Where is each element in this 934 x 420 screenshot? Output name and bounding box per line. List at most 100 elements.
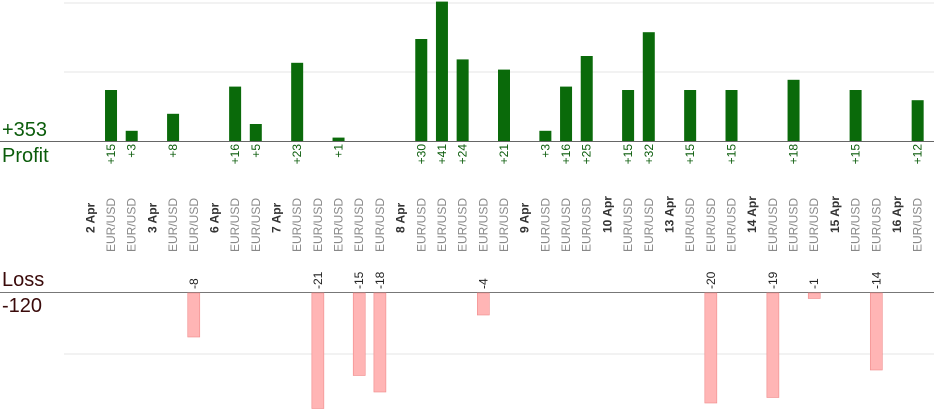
profit-bar: [560, 86, 573, 141]
profit-bar: [849, 90, 862, 141]
profit-bar: [642, 32, 655, 142]
trade-symbol-label: EUR/USD: [787, 198, 801, 252]
date-label: 7 Apr: [269, 202, 283, 233]
trade-symbol-label: EUR/USD: [104, 198, 118, 252]
profit-value-label: +5: [249, 144, 263, 158]
profit-value-label: +3: [125, 144, 139, 158]
date-label: 3 Apr: [145, 202, 159, 233]
loss-bar: [352, 292, 366, 376]
profit-value-label: +25: [580, 144, 594, 165]
date-label: 13 Apr: [662, 196, 676, 233]
profit-bar: [498, 69, 510, 141]
loss-bar: [187, 292, 201, 338]
trade-symbol-label: EUR/USD: [704, 198, 718, 252]
loss-bar: [373, 292, 387, 393]
trade-symbol-label: EUR/USD: [352, 198, 366, 252]
trade-symbol-label: EUR/USD: [683, 198, 697, 252]
loss-value-label: -21: [311, 271, 325, 289]
trade-symbol-label: EUR/USD: [559, 198, 573, 252]
profit-bar: [105, 90, 118, 141]
profit-value-label: +15: [104, 144, 118, 165]
profit-bar: [456, 59, 469, 141]
loss-value-label: -14: [869, 271, 883, 289]
loss-total: -120: [2, 295, 43, 317]
trade-symbol-label: EUR/USD: [849, 198, 863, 252]
profit-bar: [580, 56, 593, 141]
trade-symbol-label: EUR/USD: [332, 198, 346, 252]
date-label: 16 Apr: [890, 196, 904, 233]
loss-value-label: -15: [352, 271, 366, 289]
profit-value-label: +18: [787, 144, 801, 165]
profit-value-label: +15: [725, 144, 739, 165]
profit-bar: [435, 1, 448, 141]
trade-symbol-label: EUR/USD: [456, 198, 470, 252]
profit-value-label: +15: [683, 144, 697, 165]
loss-value-label: -4: [476, 278, 490, 289]
trade-symbol-label: EUR/USD: [621, 198, 635, 252]
trade-symbol-label: EUR/USD: [311, 198, 325, 252]
trade-symbol-label: EUR/USD: [228, 198, 242, 252]
profit-label: Profit: [2, 145, 49, 167]
profit-value-label: +21: [497, 144, 511, 165]
trade-symbol-label: EUR/USD: [497, 198, 511, 252]
profit-bar: [291, 62, 304, 141]
trade-symbol-label: EUR/USD: [538, 198, 552, 252]
loss-bar: [807, 292, 821, 299]
profit-value-label: +32: [642, 144, 656, 165]
date-label: 10 Apr: [600, 196, 614, 233]
loss-bar: [704, 292, 718, 404]
trade-symbol-label: EUR/USD: [249, 198, 263, 252]
trade-symbol-label: EUR/USD: [435, 198, 449, 252]
loss-bar: [311, 292, 325, 409]
profit-value-label: +8: [166, 144, 180, 158]
profit-bar: [539, 130, 552, 141]
trade-symbol-label: EUR/USD: [766, 198, 780, 252]
loss-label: Loss: [2, 269, 45, 291]
profit-value-label: +15: [849, 144, 863, 165]
profit-bar: [229, 86, 242, 141]
profit-bar: [125, 130, 138, 141]
trade-symbol-label: EUR/USD: [476, 198, 490, 252]
loss-value-label: -18: [373, 271, 387, 289]
date-label: 2 Apr: [83, 202, 97, 233]
profit-bar: [167, 113, 180, 141]
profit-value-label: +12: [911, 144, 925, 165]
date-label: 8 Apr: [394, 202, 408, 233]
profit-bar: [725, 90, 738, 141]
trade-symbol-label: EUR/USD: [725, 198, 739, 252]
profit-value-label: +41: [435, 144, 449, 165]
loss-value-label: -1: [807, 278, 821, 289]
loss-bar: [766, 292, 780, 398]
profit-value-label: +3: [538, 144, 552, 158]
date-label: 14 Apr: [745, 196, 759, 233]
profit-bar: [911, 100, 924, 141]
trade-symbol-label: EUR/USD: [125, 198, 139, 252]
trade-symbol-label: EUR/USD: [642, 198, 656, 252]
date-label: 15 Apr: [828, 196, 842, 233]
date-label: 9 Apr: [518, 202, 532, 233]
profit-value-label: +23: [290, 144, 304, 165]
trade-symbol-label: EUR/USD: [869, 198, 883, 252]
trade-symbol-label: EUR/USD: [911, 198, 925, 252]
profit-bar: [622, 90, 635, 141]
trade-symbol-label: EUR/USD: [373, 198, 387, 252]
profit-value-label: +15: [621, 144, 635, 165]
profit-bar: [332, 137, 345, 141]
profit-total: +353: [2, 119, 48, 141]
trade-symbol-label: EUR/USD: [166, 198, 180, 252]
trade-symbol-label: EUR/USD: [290, 198, 304, 252]
loss-bar: [477, 292, 490, 316]
profit-value-label: +1: [332, 144, 346, 158]
profit-value-label: +30: [414, 144, 428, 165]
profit-bar: [249, 124, 262, 141]
loss-value-label: -20: [704, 271, 718, 289]
profit-bar: [684, 90, 697, 141]
trade-symbol-label: EUR/USD: [187, 198, 201, 252]
date-label: 6 Apr: [207, 202, 221, 233]
loss-value-label: -8: [187, 278, 201, 289]
profit-bar: [787, 79, 800, 141]
profit-value-label: +24: [456, 144, 470, 165]
trade-symbol-label: EUR/USD: [414, 198, 428, 252]
loss-bar: [869, 292, 883, 371]
